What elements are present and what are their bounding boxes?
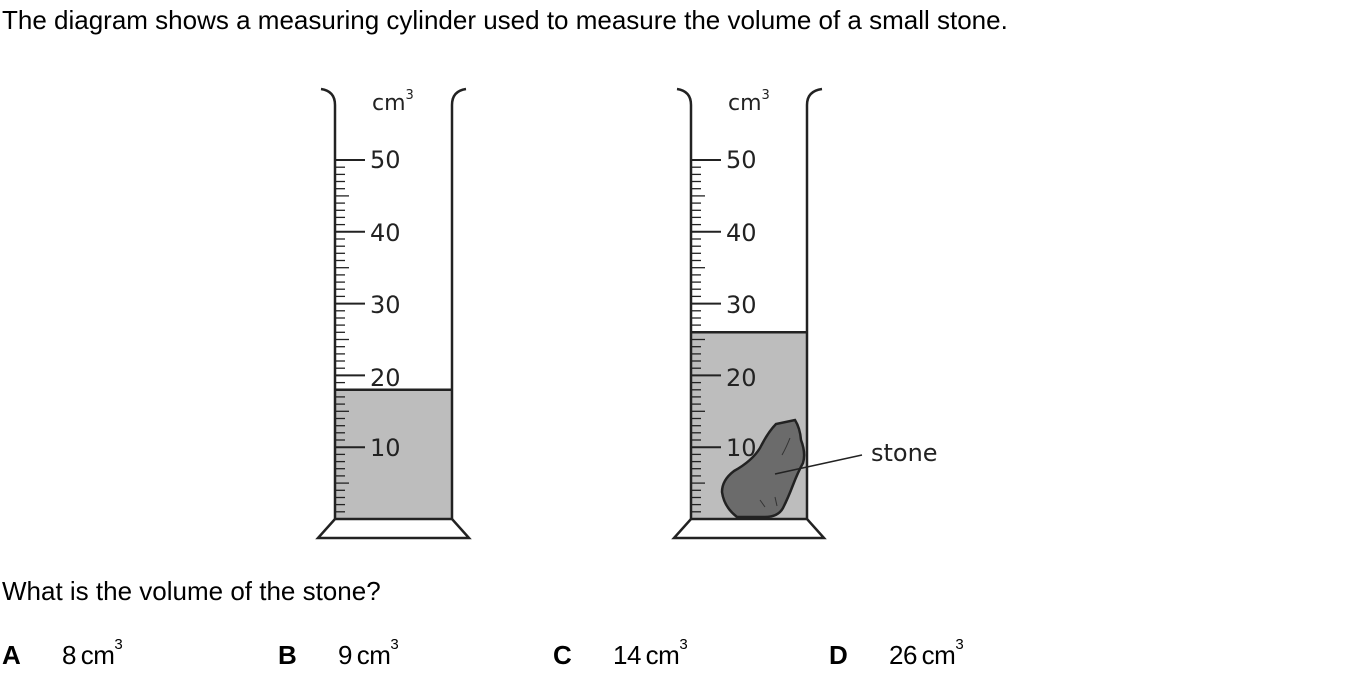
cylinder-after: cm3 50 40 30 20 10 stone [671, 87, 938, 540]
cylinder-before: cm3 50 40 30 20 10 [315, 87, 472, 540]
scale-label-20: 20 [726, 364, 757, 392]
unit-label-after: cm3 [728, 88, 770, 116]
scale-label-10: 10 [370, 434, 401, 462]
measuring-cylinders-diagram: cm3 50 40 30 20 10 cm3 50 40 30 20 10 st… [315, 87, 938, 540]
option-letter: A [2, 640, 21, 670]
option-answer: 14 cm3 [613, 636, 688, 670]
scale-ticks-before [335, 159, 365, 513]
cylinder-wall-before [320, 87, 467, 519]
scale-label-30: 30 [726, 291, 757, 319]
scale-label-30: 30 [370, 291, 401, 319]
water-before [335, 389, 452, 519]
stone-label: stone [871, 439, 938, 467]
stone-crack [759, 437, 791, 508]
intro-text: The diagram shows a measuring cylinder u… [2, 5, 1008, 35]
option-answer: 8 cm3 [62, 636, 123, 670]
option-letter: D [829, 640, 848, 670]
cylinder-base-after [671, 517, 827, 540]
scale-label-50: 50 [726, 146, 757, 174]
option-letter: C [553, 640, 572, 670]
cylinder-base-before [315, 517, 472, 540]
cylinder-wall-after [676, 87, 823, 519]
scale-label-20: 20 [370, 364, 401, 392]
option-answer: 26 cm3 [889, 636, 964, 670]
option-letter: B [278, 640, 297, 670]
scale-ticks-after [691, 159, 721, 513]
stone-label-leader [774, 454, 863, 475]
stone [720, 418, 806, 519]
scale-label-10: 10 [726, 434, 757, 462]
question-text: What is the volume of the stone? [2, 576, 381, 606]
scale-label-40: 40 [726, 219, 757, 247]
scale-label-50: 50 [370, 146, 401, 174]
option-answer: 9 cm3 [338, 636, 399, 670]
unit-label-before: cm3 [372, 88, 414, 116]
scale-label-40: 40 [370, 219, 401, 247]
